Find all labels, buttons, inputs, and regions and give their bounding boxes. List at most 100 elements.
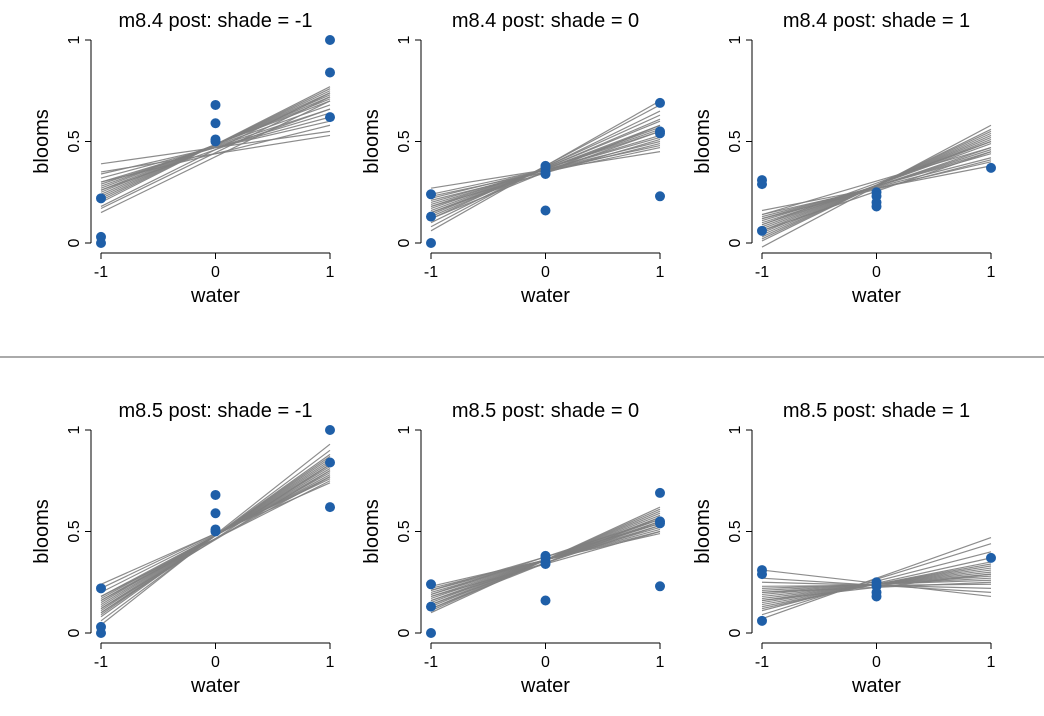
panel-5: m8.5 post: shade = 0 -1 0 1 0 0.5 1 water blooms: [361, 400, 665, 697]
panel-title: m8.4 post: shade = -1: [118, 10, 312, 32]
y-tick-label: 0.5: [396, 130, 413, 152]
y-tick-label: 0: [727, 628, 744, 637]
y-axis-label: blooms: [361, 109, 383, 173]
posterior-line: [100, 470, 331, 610]
x-tick-label: -1: [94, 654, 108, 671]
data-point: [210, 136, 221, 147]
y-tick-label: 0: [396, 628, 413, 637]
data-point: [210, 118, 221, 129]
posterior-line: [100, 134, 331, 173]
x-tick-label: 0: [872, 264, 881, 281]
y-tick-label: 0: [396, 238, 413, 247]
posterior-line: [761, 157, 992, 218]
data-point: [210, 526, 221, 537]
x-tick-label: 0: [541, 264, 550, 281]
data-point: [210, 99, 221, 110]
x-tick-label: 1: [656, 264, 665, 281]
y-tick-label: 1: [727, 35, 744, 44]
x-tick-label: 1: [987, 264, 996, 281]
posterior-line: [100, 100, 331, 214]
data-point: [540, 205, 551, 216]
y-axis-label: blooms: [692, 499, 714, 563]
x-tick-label: 0: [211, 654, 220, 671]
data-point: [325, 457, 335, 468]
x-tick-label: -1: [755, 654, 769, 671]
panel-6: m8.5 post: shade = 1 -1 0 1 0 0.5 1 water blooms: [692, 400, 996, 697]
panel-title: m8.5 post: shade = -1: [118, 400, 312, 422]
data-point: [655, 581, 665, 592]
data-point: [540, 168, 551, 179]
y-axis-label: blooms: [361, 499, 383, 563]
y-tick-label: 0: [66, 628, 83, 637]
y-tick-label: 0.5: [727, 130, 744, 152]
data-point: [325, 502, 335, 513]
panel-3: m8.4 post: shade = 1 -1 0 1 0 0.5 1 water blooms: [692, 10, 996, 307]
x-axis-label: water: [851, 285, 901, 307]
y-tick-label: 1: [66, 425, 83, 434]
data-point: [655, 191, 665, 202]
data-point: [96, 628, 106, 638]
y-tick-label: 0: [66, 238, 83, 247]
x-axis-label: water: [520, 675, 570, 697]
x-tick-label: -1: [755, 264, 769, 281]
data-point: [96, 583, 106, 594]
y-tick-label: 1: [66, 35, 83, 44]
posterior-line: [100, 108, 331, 191]
panel-1: m8.4 post: shade = -1 -1 0 1 0 0.5 1 water bloom…: [31, 10, 335, 307]
posterior-line: [761, 124, 992, 248]
data-point: [210, 508, 221, 519]
x-axis-label: water: [190, 285, 240, 307]
posterior-line: [100, 96, 331, 210]
x-axis-label: water: [190, 675, 240, 697]
data-point: [325, 67, 335, 78]
posterior-line: [761, 140, 992, 226]
panel-title: m8.4 post: shade = 0: [452, 10, 639, 32]
y-tick-label: 0.5: [727, 520, 744, 542]
data-point: [655, 487, 665, 498]
y-tick-label: 1: [396, 425, 413, 434]
data-point: [325, 35, 335, 45]
data-point: [757, 225, 767, 236]
x-tick-label: 0: [872, 654, 881, 671]
x-axis-label: water: [851, 675, 901, 697]
y-tick-label: 1: [727, 425, 744, 434]
data-point: [540, 558, 551, 569]
data-point: [655, 128, 665, 139]
data-point: [757, 615, 767, 626]
x-tick-label: 0: [211, 264, 220, 281]
panel-4: m8.5 post: shade = -1 -1 0 1 0 0.5 1 water bloom…: [31, 400, 335, 697]
y-tick-label: 0: [727, 238, 744, 247]
x-tick-label: 1: [987, 654, 996, 671]
data-point: [426, 601, 436, 612]
posterior-line: [761, 147, 992, 216]
data-point: [96, 193, 106, 204]
data-point: [757, 569, 767, 580]
x-tick-label: -1: [424, 264, 438, 281]
panel-title: m8.4 post: shade = 1: [783, 10, 970, 32]
y-tick-label: 0.5: [66, 520, 83, 542]
x-tick-label: 1: [656, 654, 665, 671]
data-point: [986, 552, 996, 563]
data-point: [426, 211, 436, 222]
data-point: [426, 238, 436, 248]
panel-2: m8.4 post: shade = 0 -1 0 1 0 0.5 1 water blooms: [361, 10, 665, 307]
data-point: [655, 518, 665, 529]
data-point: [655, 97, 665, 108]
x-axis-label: water: [520, 285, 570, 307]
data-point: [325, 112, 335, 123]
x-tick-label: -1: [424, 654, 438, 671]
x-tick-label: -1: [94, 264, 108, 281]
data-point: [325, 425, 335, 435]
y-axis-label: blooms: [31, 499, 53, 563]
x-tick-label: 0: [541, 654, 550, 671]
y-tick-label: 0.5: [66, 130, 83, 152]
x-tick-label: 1: [326, 264, 335, 281]
y-tick-label: 1: [396, 35, 413, 44]
data-point: [871, 201, 882, 212]
data-point: [210, 489, 221, 500]
y-axis-label: blooms: [692, 109, 714, 173]
y-tick-label: 0.5: [396, 520, 413, 542]
x-tick-label: 1: [326, 654, 335, 671]
data-point: [540, 595, 551, 606]
